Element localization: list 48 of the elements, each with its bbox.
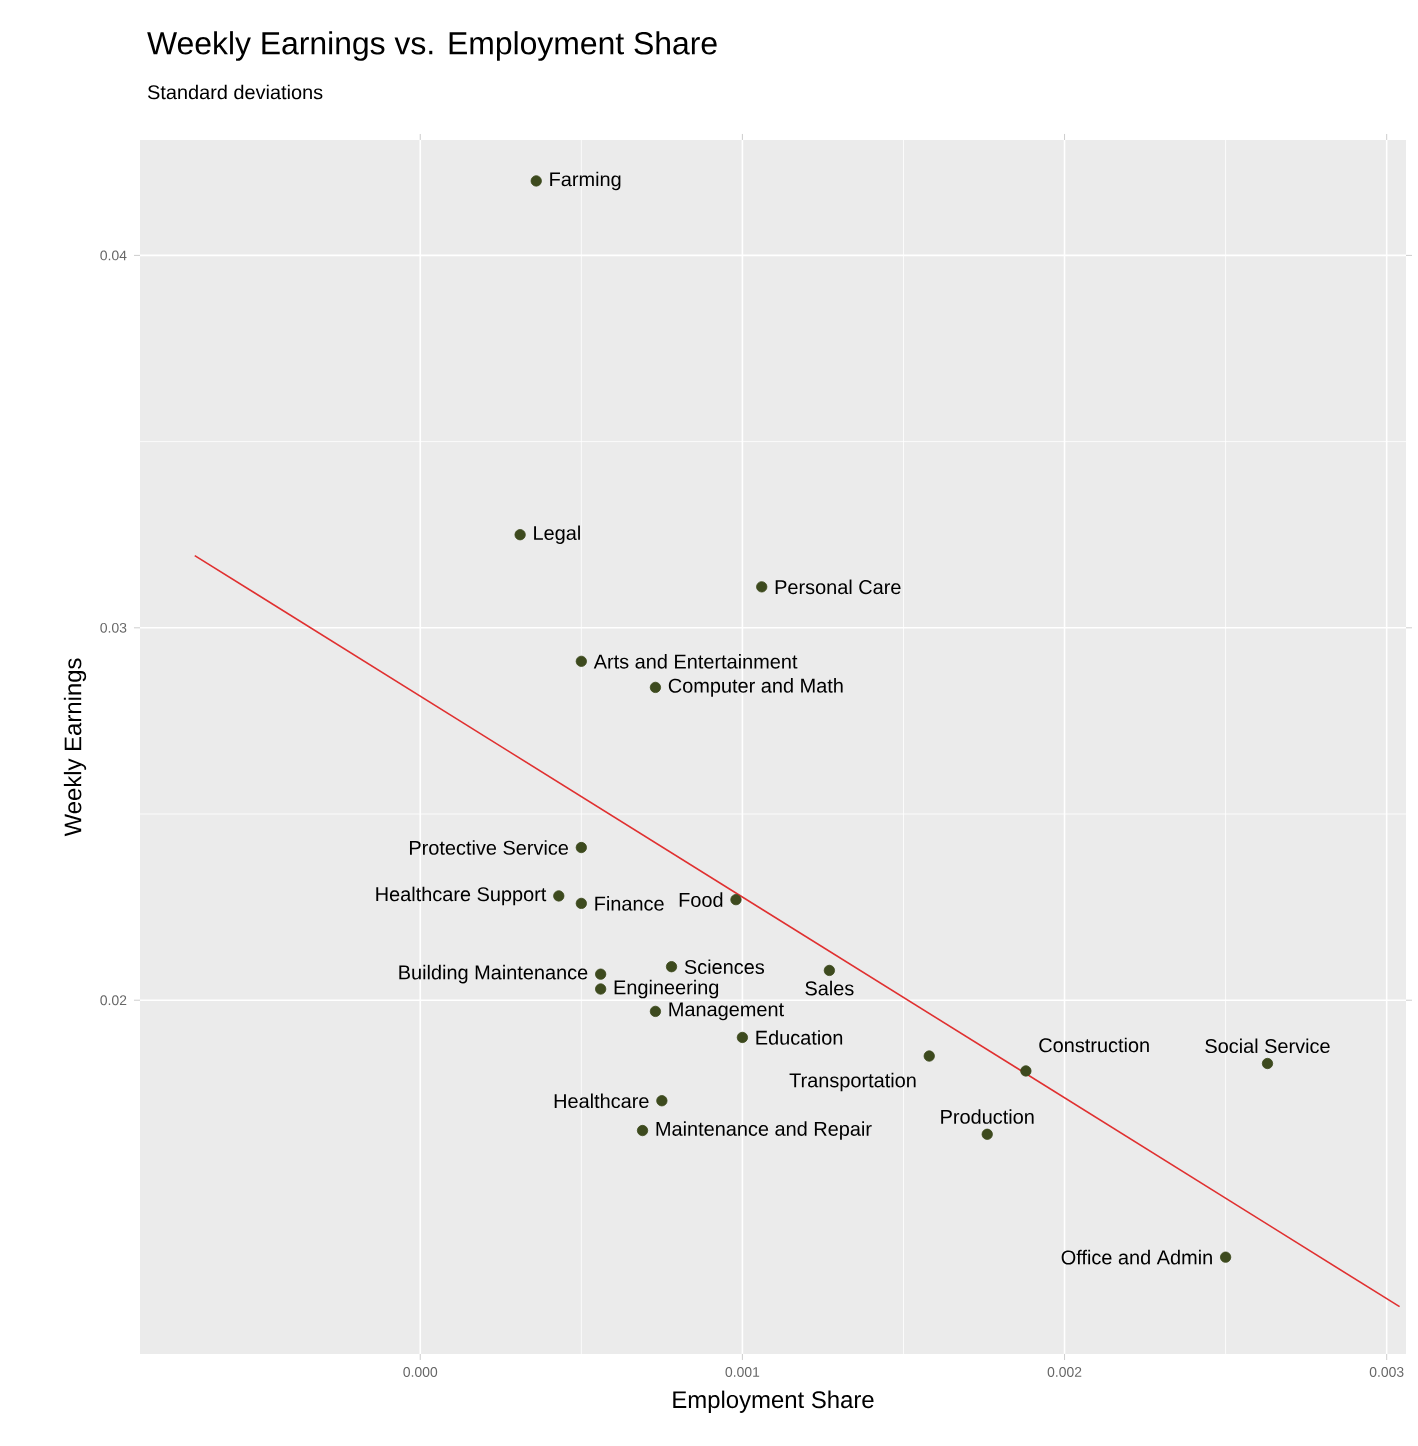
point — [514, 529, 526, 541]
point — [636, 1124, 649, 1137]
annotation: Sales — [805, 980, 854, 996]
point — [575, 655, 587, 667]
annotation: Engineering — [614, 979, 719, 999]
annotation: Finance — [595, 896, 664, 911]
annotation: Building Maintenance — [399, 964, 588, 984]
point — [575, 841, 587, 854]
point — [575, 897, 587, 909]
annotation: Healthcare Support — [376, 886, 547, 906]
point — [649, 681, 662, 693]
annotation: Food — [679, 892, 723, 907]
point — [736, 1031, 748, 1044]
annotation: Computer and Math — [668, 678, 843, 697]
point — [665, 961, 678, 973]
annotation: Personal Care — [775, 579, 901, 595]
annotation: Maintenance and Repair — [656, 1121, 872, 1140]
point — [981, 1128, 993, 1140]
annotation: Social Service — [1205, 1038, 1330, 1054]
annotation: Education — [756, 1030, 843, 1045]
point — [530, 175, 542, 187]
point — [553, 890, 565, 902]
point — [595, 983, 607, 995]
annotation: Healthcare — [554, 1093, 649, 1109]
point — [923, 1050, 935, 1062]
annotation: Farming — [550, 171, 621, 191]
annotation: Transportation — [789, 1072, 916, 1092]
point — [1220, 1251, 1232, 1263]
point — [595, 968, 607, 980]
chart-title: Weekly Earnings vs. Employment Share — [147, 31, 717, 61]
annotation: Construction — [1039, 1037, 1149, 1053]
point — [730, 894, 742, 906]
annotation: Arts and Entertainment — [593, 654, 798, 669]
chart-subtitle: Standard deviations — [147, 84, 323, 100]
annotation: Sciences — [684, 959, 765, 975]
point — [649, 1005, 662, 1017]
annotation: Management — [669, 1002, 784, 1021]
point — [1261, 1057, 1274, 1070]
point — [656, 1095, 668, 1107]
point — [756, 581, 768, 593]
x-axis-title: Employment Share — [673, 1390, 874, 1413]
y-axis-title: Weekly Earnings — [63, 658, 87, 837]
annotation: Protective Service — [409, 840, 569, 855]
annotation: Office and Admin — [1061, 1249, 1212, 1265]
annotation: Production — [941, 1109, 1034, 1124]
annotation: Legal — [534, 525, 580, 544]
point — [1020, 1065, 1032, 1077]
point — [823, 964, 835, 977]
